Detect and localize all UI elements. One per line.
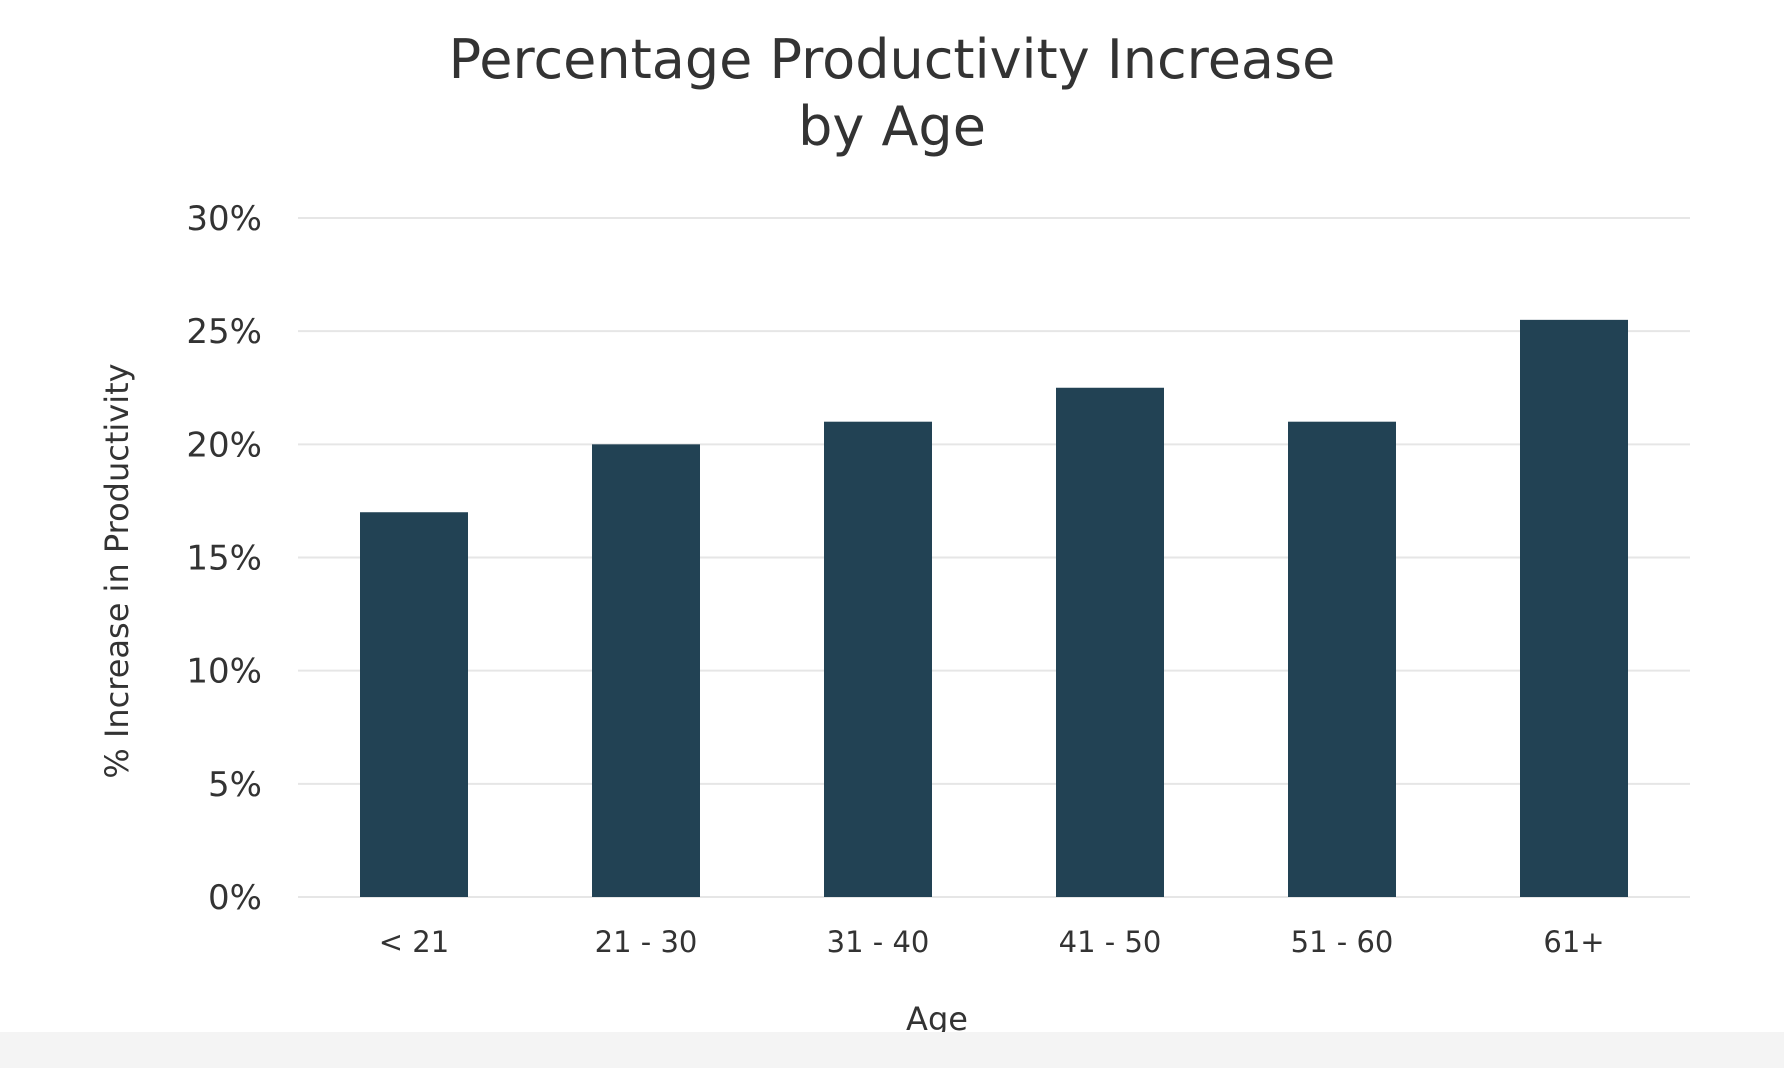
gridlines bbox=[298, 217, 1690, 898]
x-tick-label: 41 - 50 bbox=[1059, 925, 1162, 959]
y-tick-label: 15% bbox=[186, 539, 262, 579]
x-tick-label: < 21 bbox=[379, 925, 449, 959]
x-axis-title: Age bbox=[906, 1000, 968, 1038]
bars bbox=[360, 319, 1628, 898]
chart-title: Percentage Productivity Increase by Age bbox=[449, 28, 1336, 158]
y-tick-label: 10% bbox=[186, 652, 262, 692]
chart-title-line-1: Percentage Productivity Increase bbox=[449, 28, 1336, 91]
x-tick-label: 61+ bbox=[1543, 925, 1604, 959]
x-tick-label: 31 - 40 bbox=[827, 925, 930, 959]
y-axis-ticks: 0% 5% 10% 15% 20% 25% 30% bbox=[186, 199, 262, 918]
bar bbox=[592, 444, 700, 897]
x-tick-label: 21 - 30 bbox=[595, 925, 698, 959]
y-tick-label: 25% bbox=[186, 312, 262, 352]
bar bbox=[1288, 421, 1396, 897]
y-tick-label: 30% bbox=[186, 199, 262, 239]
bottom-strip bbox=[0, 1032, 1784, 1068]
y-tick-label: 20% bbox=[186, 425, 262, 465]
chart-title-line-2: by Age bbox=[798, 95, 986, 158]
bar bbox=[1056, 387, 1164, 897]
y-tick-label: 0% bbox=[208, 878, 262, 918]
bar bbox=[360, 512, 468, 897]
bar bbox=[1520, 319, 1628, 898]
bar bbox=[824, 421, 932, 897]
x-axis-ticks: < 21 21 - 30 31 - 40 41 - 50 51 - 60 61+ bbox=[379, 925, 1605, 959]
x-tick-label: 51 - 60 bbox=[1291, 925, 1394, 959]
y-axis-title: % Increase in Productivity bbox=[98, 363, 136, 778]
y-tick-label: 5% bbox=[208, 765, 262, 805]
